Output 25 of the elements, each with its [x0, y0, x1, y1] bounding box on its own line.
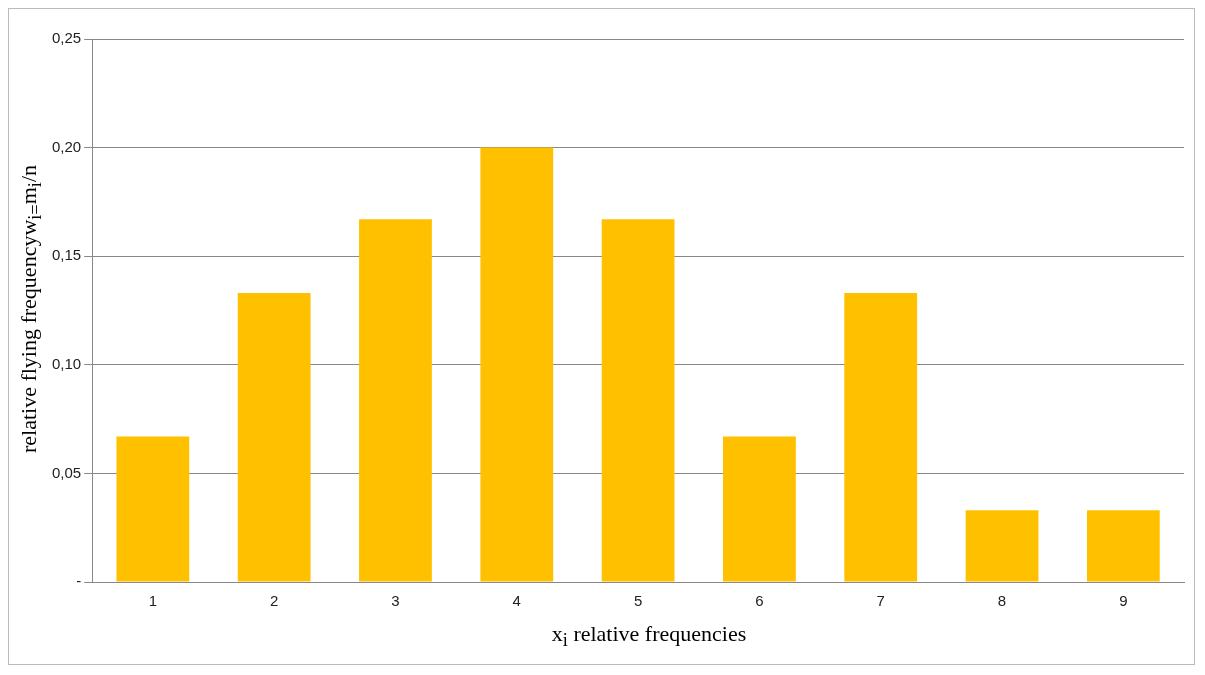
x-tick-label: 2 — [269, 592, 279, 610]
x-tick-label: 1 — [148, 592, 158, 610]
x-tick-label: 3 — [391, 592, 400, 610]
x-tick-label: 5 — [633, 592, 643, 610]
x-tick-label: 9 — [1119, 592, 1128, 610]
y-tick-label: - — [76, 572, 82, 590]
x-tick-label: 8 — [997, 592, 1007, 610]
bar — [601, 219, 675, 582]
x-axis-title: x$_{i}$ relative frequencies — [551, 621, 747, 652]
y-tick-label: 0,20 — [51, 137, 82, 155]
bar — [116, 436, 190, 582]
bar — [844, 293, 918, 582]
bar — [480, 147, 554, 582]
x-tick-label: 7 — [876, 592, 885, 610]
y-tick-label: 0,05 — [51, 463, 82, 481]
bar — [237, 293, 311, 582]
bar — [1086, 510, 1160, 582]
y-tick-label: 0,10 — [51, 354, 82, 372]
x-tick-label: 6 — [755, 592, 764, 610]
bar — [359, 219, 432, 582]
x-tick-label: 4 — [512, 592, 521, 610]
y-tick-label: 0,25 — [51, 29, 82, 47]
bar — [965, 510, 1039, 582]
y-tick-label: 0,15 — [51, 246, 82, 264]
bar — [723, 436, 796, 582]
